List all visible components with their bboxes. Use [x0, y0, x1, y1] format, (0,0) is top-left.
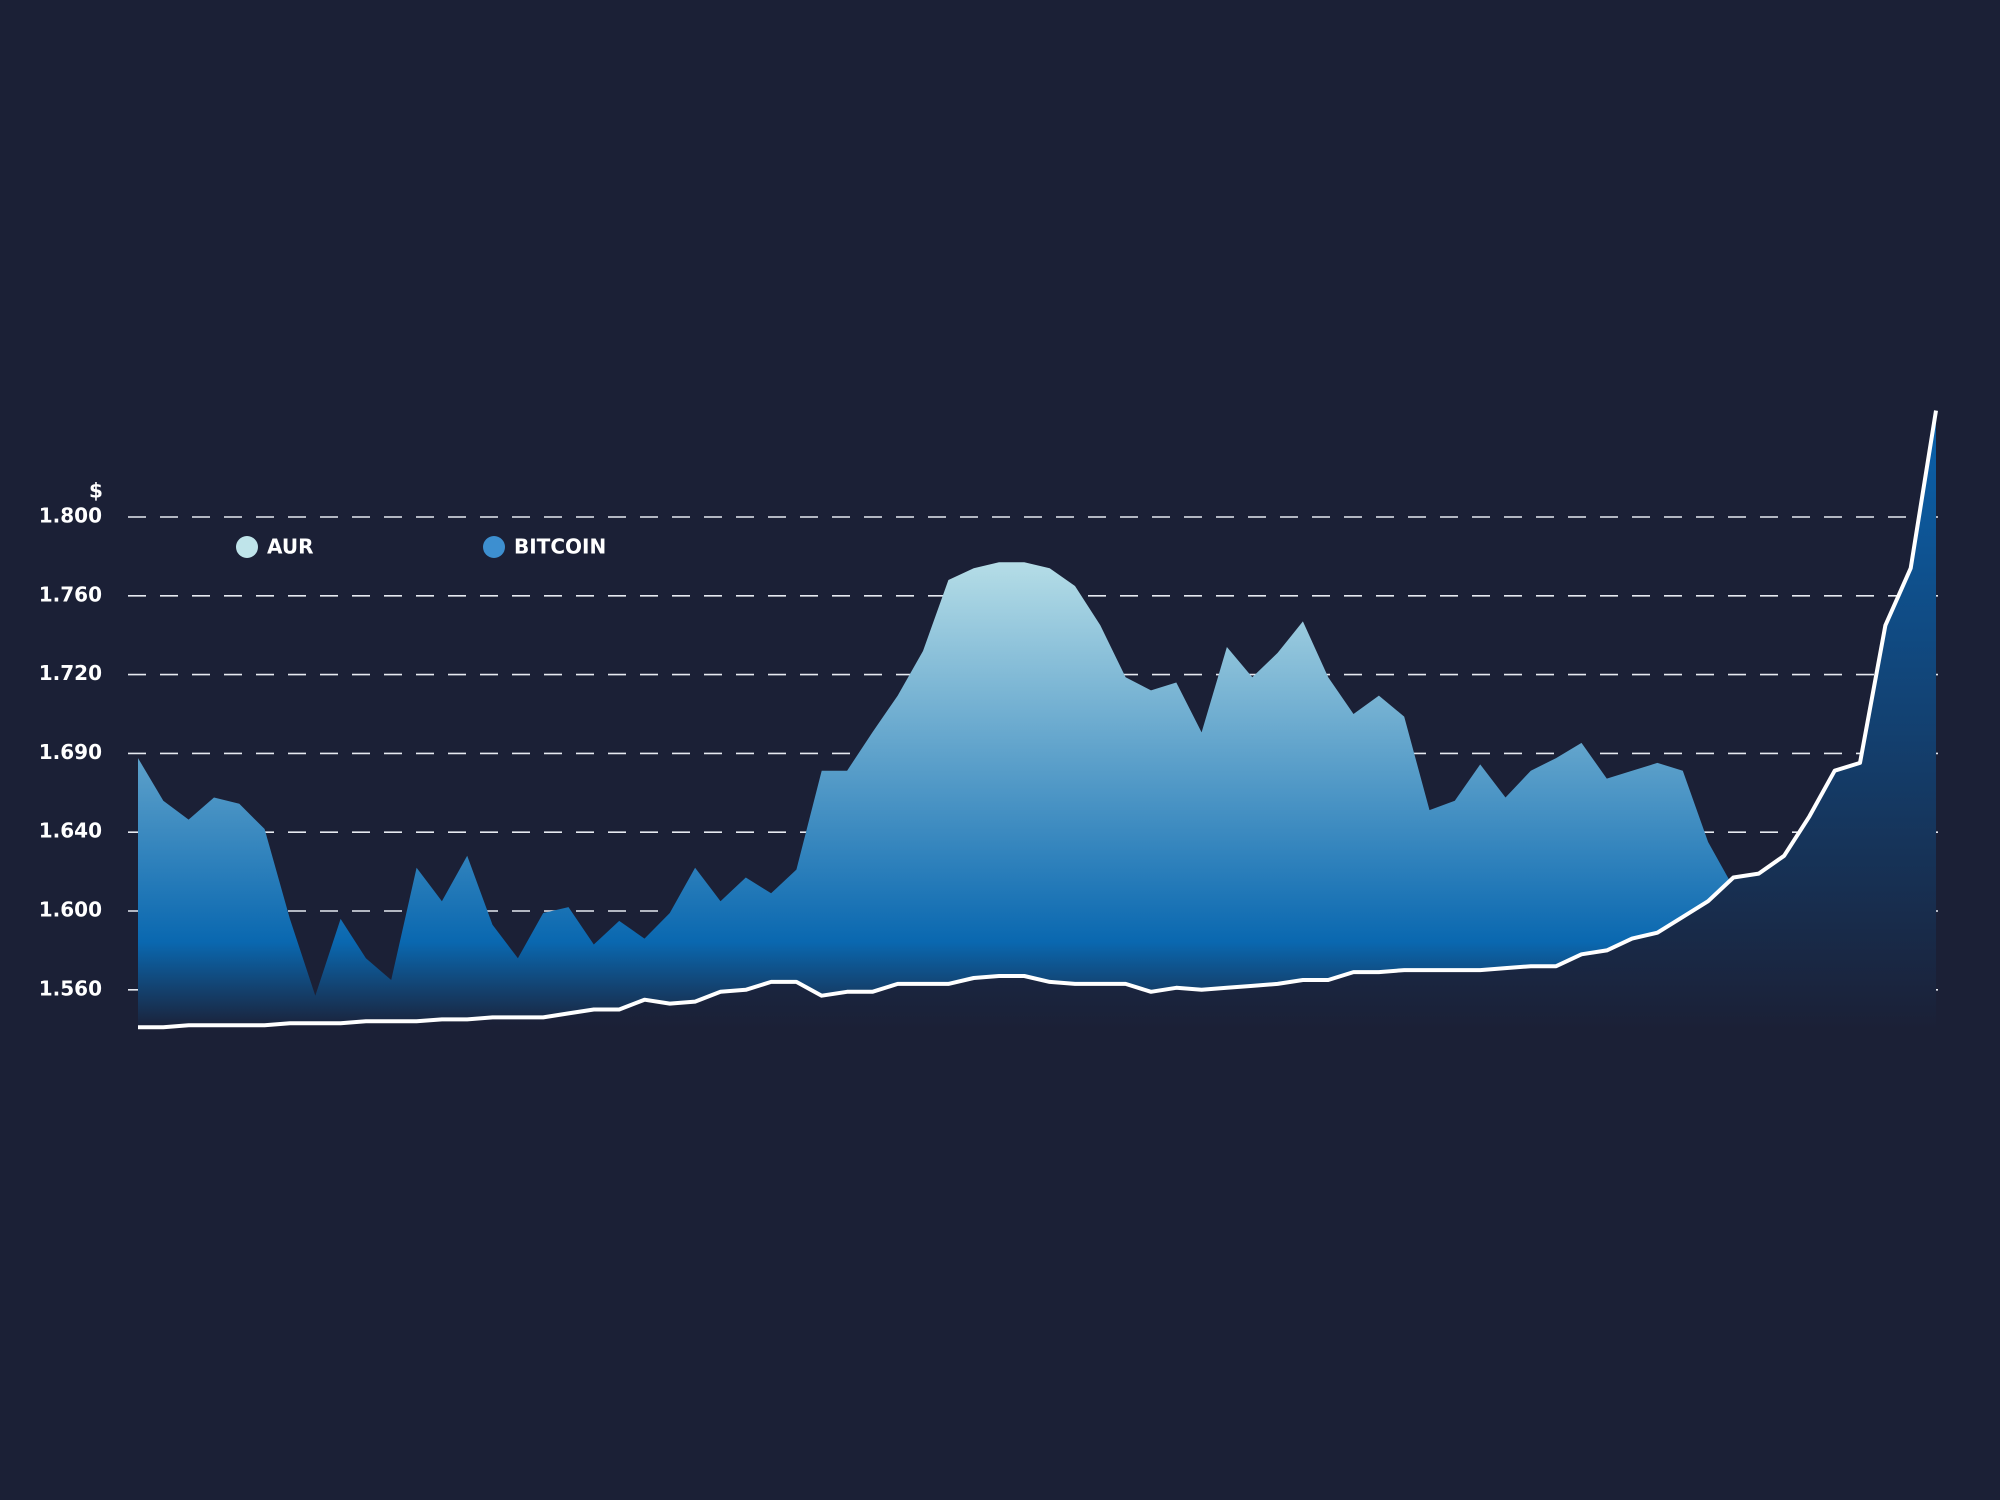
- legend-label: AUR: [267, 535, 314, 559]
- legend-marker: [483, 536, 505, 558]
- y-tick-label: 1.760: [39, 582, 102, 606]
- area: [138, 562, 1734, 1030]
- area: [138, 410, 1936, 1030]
- y-tick-label: 1.600: [39, 898, 102, 922]
- y-tick-label: 1.640: [39, 819, 102, 843]
- legend-marker: [236, 536, 258, 558]
- y-axis-label: $: [89, 479, 103, 503]
- y-tick-label: 1.690: [39, 740, 102, 764]
- legend-label: BITCOIN: [514, 535, 606, 559]
- y-tick-label: 1.720: [39, 661, 102, 685]
- y-tick-label: 1.560: [39, 976, 102, 1000]
- y-tick-label: 1.800: [39, 504, 102, 528]
- line: [138, 410, 1938, 1030]
